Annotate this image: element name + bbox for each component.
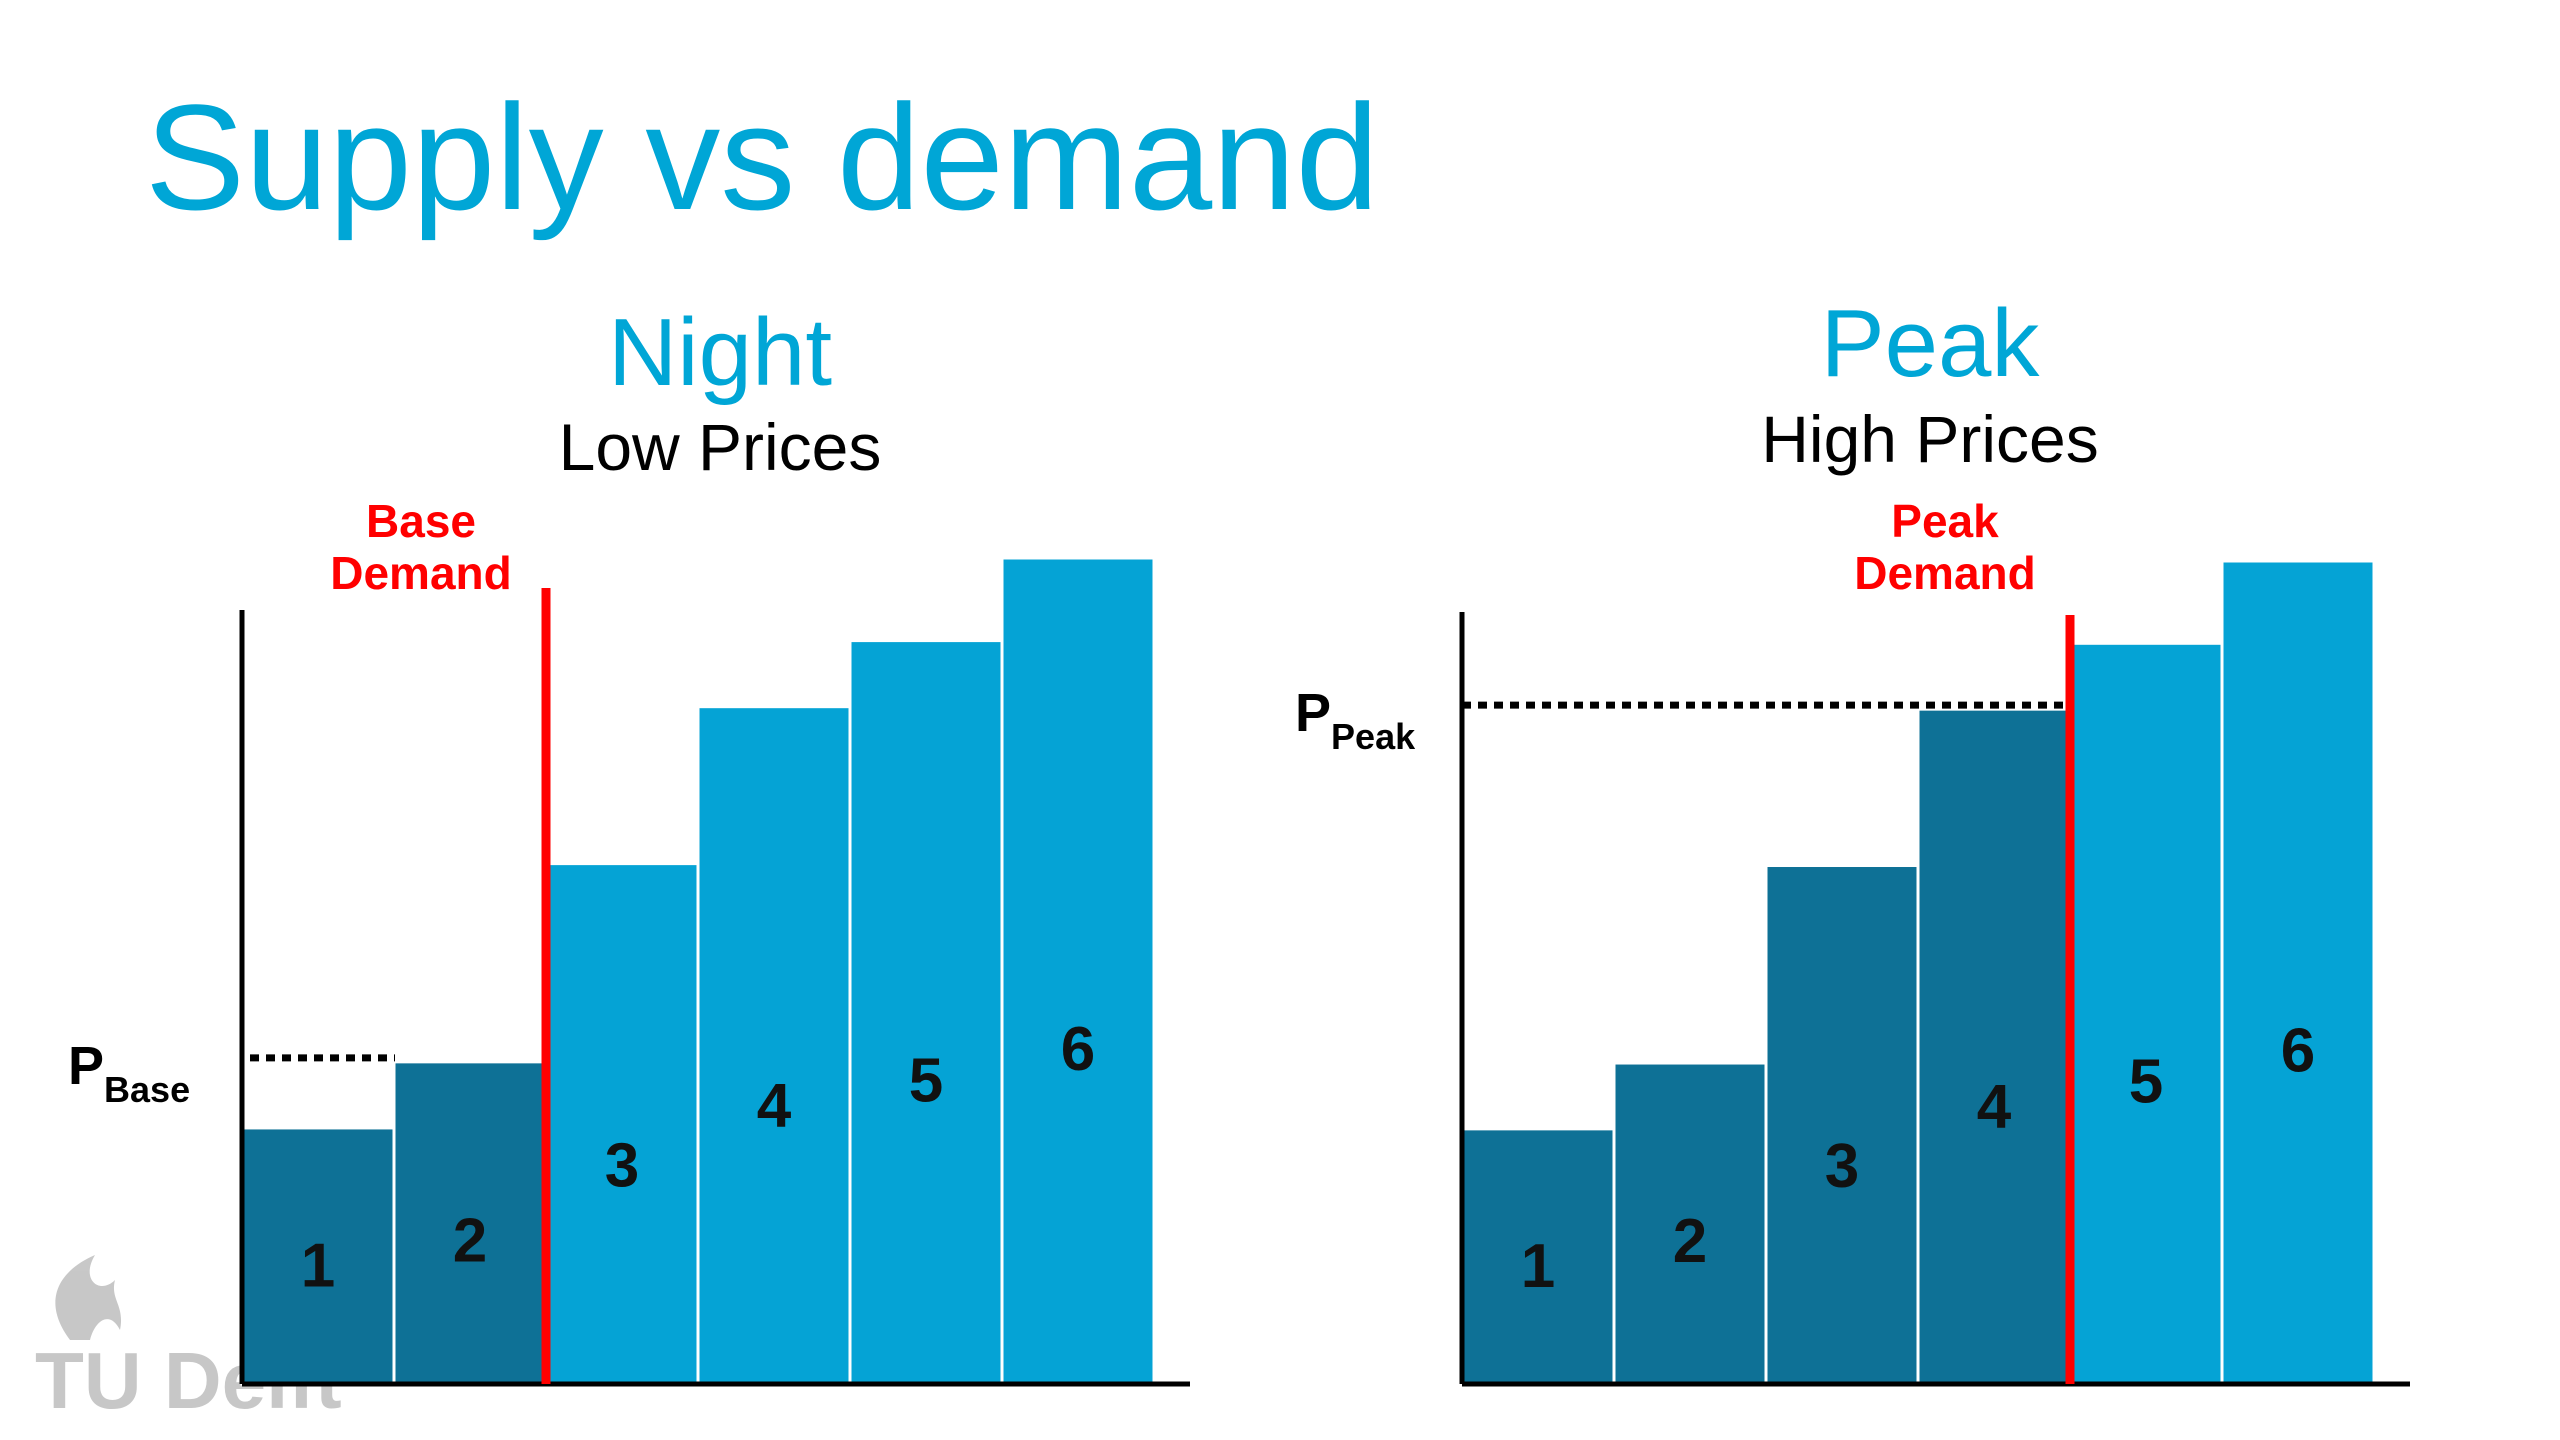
- bar-5: [848, 639, 1004, 1386]
- chart-title: Peak: [1821, 290, 2041, 397]
- bar-4: [1916, 707, 2072, 1386]
- demand-label-line-1: Peak: [1891, 495, 1999, 547]
- bar-2: [1612, 1061, 1768, 1386]
- bar-3: [544, 862, 700, 1386]
- price-label: PPeak: [1295, 683, 1416, 757]
- price-label-sub: Base: [104, 1069, 190, 1110]
- bar-label-3: 3: [605, 1131, 639, 1200]
- price-label-main: P: [68, 1036, 104, 1096]
- bar-6: [2220, 559, 2376, 1386]
- bar-label-6: 6: [2281, 1016, 2315, 1085]
- bar-label-1: 1: [301, 1232, 335, 1301]
- bar-2: [392, 1060, 548, 1386]
- chart-subtitle: High Prices: [1761, 402, 2098, 476]
- demand-label-line-1: Base: [366, 495, 476, 547]
- bar-3: [1764, 864, 1920, 1386]
- bar-label-1: 1: [1521, 1232, 1555, 1301]
- bar-label-4: 4: [757, 1072, 792, 1141]
- bar-label-4: 4: [1977, 1073, 2012, 1142]
- bar-4: [696, 705, 852, 1386]
- chart-subtitle: Low Prices: [559, 410, 882, 484]
- bar-5: [2068, 641, 2224, 1386]
- demand-label-line-2: Demand: [1854, 547, 2035, 599]
- slide-title: Supply vs demand: [145, 73, 1380, 241]
- bar-label-2: 2: [453, 1207, 487, 1276]
- demand-label-line-2: Demand: [330, 547, 511, 599]
- bar-label-5: 5: [2129, 1048, 2163, 1117]
- price-label-main: P: [1295, 683, 1331, 743]
- chart-title: Night: [608, 299, 832, 406]
- bar-label-5: 5: [909, 1047, 943, 1116]
- bar-label-2: 2: [1673, 1207, 1707, 1276]
- bar-1: [240, 1126, 396, 1386]
- bar-label-6: 6: [1061, 1015, 1095, 1084]
- flame-icon: [55, 1255, 122, 1340]
- bar-label-3: 3: [1825, 1132, 1859, 1201]
- price-label-sub: Peak: [1331, 716, 1416, 757]
- bar-6: [1000, 556, 1156, 1386]
- price-label: PBase: [68, 1036, 190, 1110]
